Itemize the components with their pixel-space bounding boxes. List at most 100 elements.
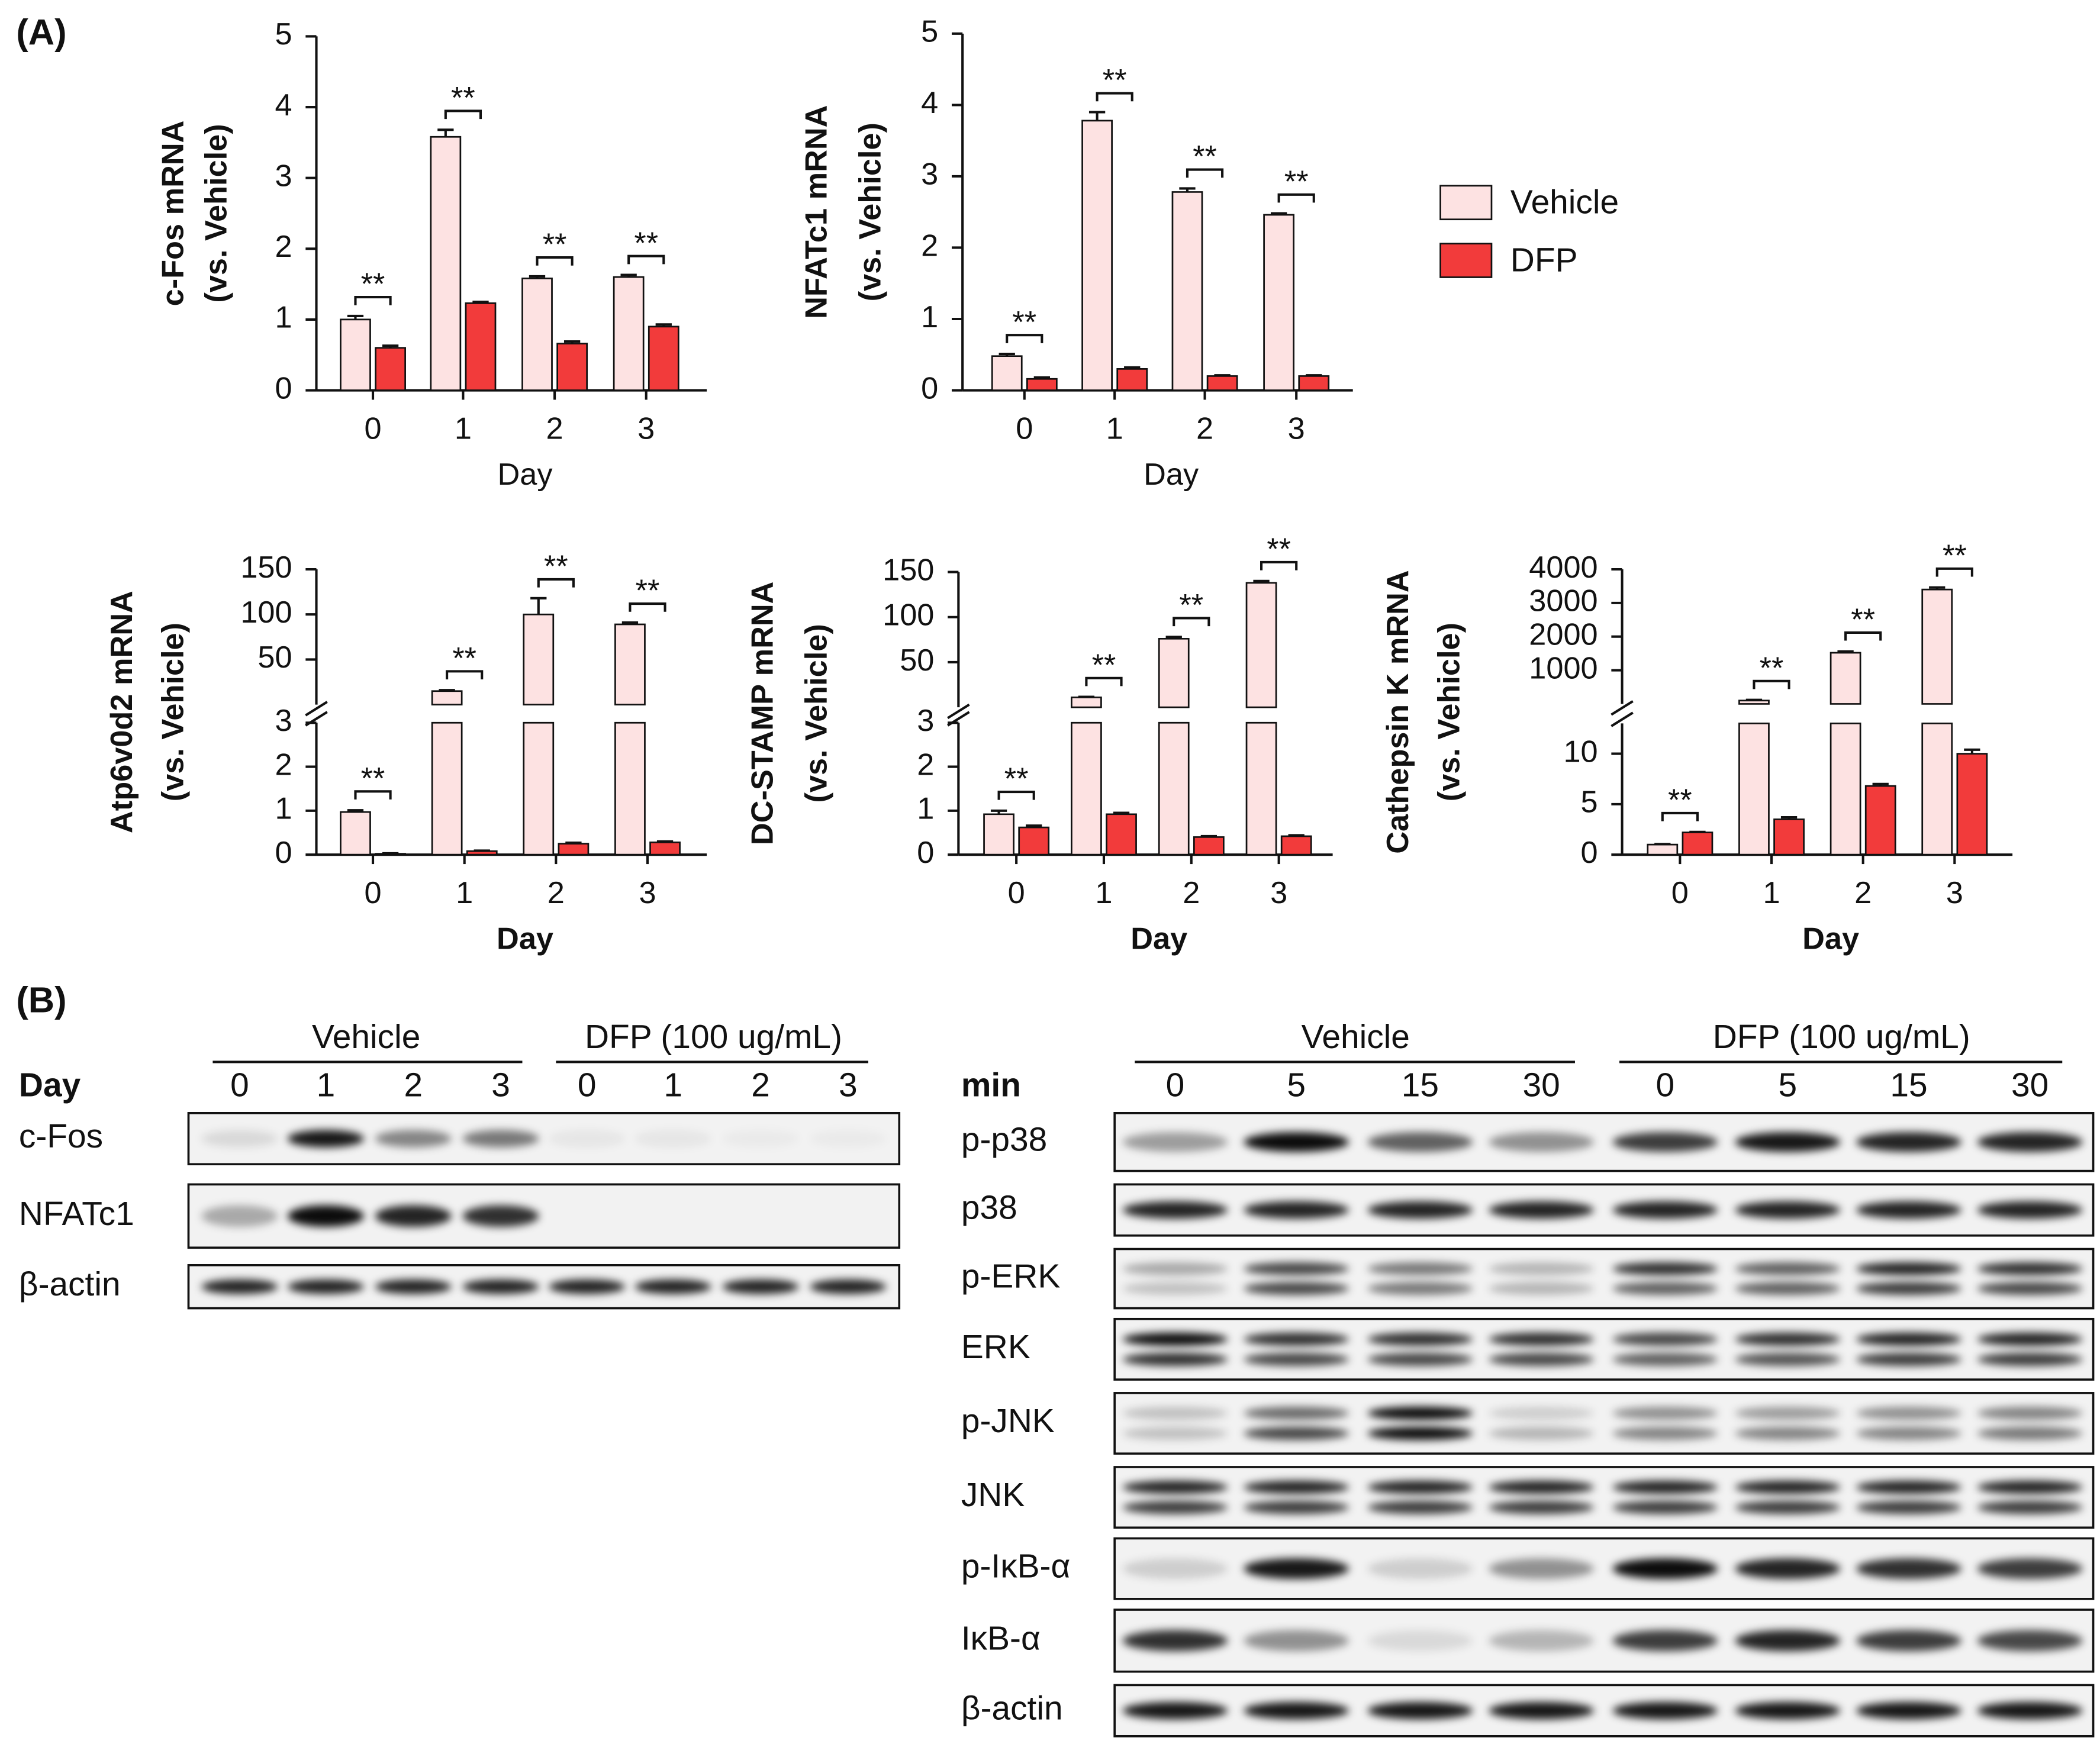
significance-bracket [1186,168,1224,178]
blot-band [1612,1480,1718,1494]
error-bar [1165,636,1182,639]
blot-band [1612,1630,1718,1652]
error-bar [1872,782,1889,787]
significance-label: ** [361,267,385,302]
bar [614,623,646,856]
lane-label: 0 [230,1067,249,1104]
legend-swatch [1439,243,1493,278]
blot-band [287,1205,364,1227]
lane-label: 5 [1287,1067,1306,1104]
significance-bracket [1844,631,1882,641]
blot-band [1856,1332,1961,1346]
blot-band [1735,1500,1841,1514]
blot-band [1856,1262,1961,1275]
bar [430,136,462,391]
row-label: β-actin [961,1690,1063,1727]
y-tick-label: 4000 [1529,550,1597,585]
y-tick-label: 2 [275,747,292,782]
lane-label: 1 [317,1067,336,1104]
x-axis-label: Day [497,922,553,956]
significance-label: ** [1012,305,1036,340]
x-axis-label: Day [1802,922,1859,956]
row-label: p-p38 [961,1121,1047,1159]
blot-band [1244,1480,1349,1494]
y-tick-label: 3 [275,704,292,738]
error-bar [1929,586,1946,590]
error-bar [1253,579,1270,583]
row-label: ERK [961,1329,1030,1366]
bar [1193,836,1225,856]
y-tick-label: 0 [921,371,938,405]
y-tick-label: 1 [275,301,292,335]
blot-band [1612,1262,1718,1275]
x-tick-label: 2 [546,412,563,446]
lane-label: 0 [1166,1067,1185,1104]
bar [613,276,645,391]
lane-label: 15 [1890,1067,1927,1104]
blot-band [1977,1132,2083,1152]
blot-band [1856,1426,1961,1440]
error-bar [439,689,455,692]
error-bar [1745,698,1763,701]
blot-band [1735,1332,1841,1346]
y-tick-label: 5 [275,17,292,51]
y-tick-label: 0 [1581,836,1598,870]
y-tick-label: 1 [917,792,934,826]
y-tick-label: 2 [275,230,292,264]
x-tick-label: 1 [1106,412,1123,446]
bar [1298,375,1330,391]
error-bar [1306,374,1322,377]
bar [523,613,555,856]
blot-band [1856,1480,1961,1494]
y-axis-label: (vs. Vehicle) [1432,623,1467,801]
blot-band [1489,1480,1594,1494]
y-tick-label: 0 [275,836,292,870]
blot-band [1856,1701,1961,1720]
bar [465,302,497,391]
significance-label: ** [452,642,476,676]
y-tick-label: 2 [921,228,938,263]
blot-band [1367,1701,1473,1720]
y-tick-label: 50 [900,643,934,678]
y-tick-label: 1 [275,792,292,826]
significance-bracket [627,254,665,265]
y-tick-label: 5 [921,15,938,49]
row-label: JNK [961,1477,1025,1514]
blot-band [1489,1630,1594,1652]
lane-label: 0 [578,1067,597,1104]
blot-band [1122,1201,1228,1219]
blot-band [1977,1500,2083,1514]
blot-band [1735,1630,1841,1652]
significance-bracket [444,109,482,120]
y-tick-label: 3000 [1529,584,1597,618]
error-bar [1288,834,1305,837]
x-axis-label: Day [1130,922,1187,956]
y-axis-label: Cathepsin K mRNA [1381,570,1415,853]
blot-band [1856,1201,1961,1219]
error-bar [1078,695,1095,698]
y-tick-label: 100 [882,598,934,633]
blot-band [1122,1262,1228,1275]
blot-band [1735,1426,1841,1440]
row-label: NFATc1 [19,1195,134,1233]
panel-label: (A) [16,12,66,53]
blot-band [1244,1332,1349,1346]
blot-band [1367,1406,1473,1420]
blot-band [810,1279,887,1294]
bar [1106,813,1137,856]
blot-band [1489,1500,1594,1514]
blot-band [201,1205,278,1227]
blot-band [1612,1201,1718,1219]
error-bar [1780,816,1798,820]
lane-label: 30 [1522,1067,1560,1104]
blot-band [1612,1332,1718,1346]
blot-panel [1113,1317,2095,1381]
blot-band [1977,1262,2083,1275]
error-bar [1088,111,1106,121]
significance-bracket [1260,560,1298,570]
x-axis-label: Day [1144,457,1199,492]
error-bar [382,852,399,855]
y-tick-label: 2000 [1529,618,1597,652]
y-tick-label: 4 [275,88,292,123]
bar [521,278,553,391]
